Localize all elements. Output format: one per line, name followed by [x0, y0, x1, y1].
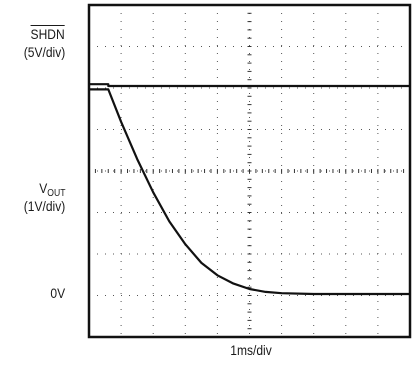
vout-label-sub: OUT	[46, 188, 65, 199]
vout-label-main: V	[38, 180, 47, 196]
shdn-channel-label: SHDN	[31, 26, 65, 42]
x-axis-label: 1ms/div	[230, 342, 272, 358]
shdn-label-text: SHDN	[30, 26, 65, 42]
plot-frame	[87, 3, 412, 339]
vout-trace	[89, 88, 410, 296]
vout-ground-label: 0V	[50, 285, 65, 301]
vout-scale-label: (1V/div)	[23, 198, 65, 214]
shdn-scale-label: (5V/div)	[23, 44, 65, 60]
vout-channel-label: VOUT	[39, 180, 65, 202]
shdn-trace	[89, 83, 410, 88]
